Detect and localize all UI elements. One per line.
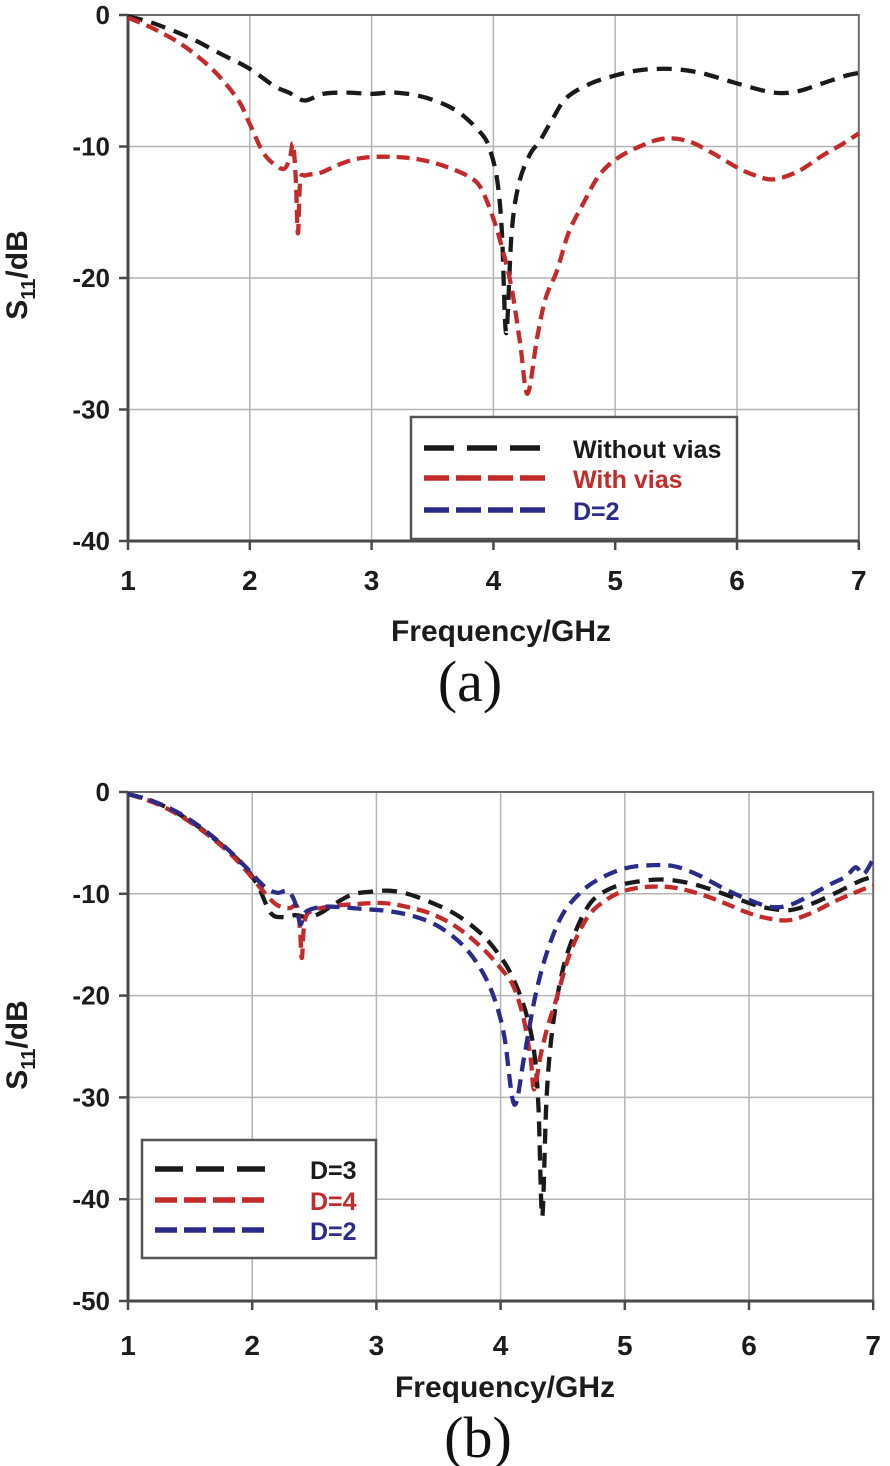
svg-text:1: 1	[120, 1330, 136, 1361]
svg-text:4: 4	[493, 1330, 509, 1361]
svg-text:-30: -30	[72, 395, 110, 425]
svg-text:With vias: With vias	[573, 466, 683, 494]
svg-text:3: 3	[364, 565, 380, 596]
svg-text:Frequency/GHz: Frequency/GHz	[391, 615, 611, 648]
svg-text:7: 7	[851, 565, 867, 596]
svg-text:1: 1	[120, 565, 136, 596]
svg-text:3: 3	[369, 1330, 385, 1361]
svg-text:2: 2	[244, 1330, 260, 1361]
svg-text:-10: -10	[72, 879, 110, 909]
svg-text:5: 5	[607, 565, 623, 596]
svg-text:D=4: D=4	[310, 1188, 357, 1216]
svg-text:5: 5	[617, 1330, 633, 1361]
svg-text:-40: -40	[72, 1184, 110, 1214]
svg-text:-40: -40	[72, 526, 110, 556]
svg-text:-30: -30	[72, 1082, 110, 1112]
svg-text:4: 4	[486, 565, 502, 596]
svg-text:7: 7	[865, 1330, 881, 1361]
svg-text:D=2: D=2	[310, 1218, 357, 1246]
svg-text:6: 6	[741, 1330, 757, 1361]
svg-text:-50: -50	[72, 1286, 110, 1316]
svg-text:0: 0	[96, 777, 110, 807]
svg-text:2: 2	[242, 565, 258, 596]
svg-text:0: 0	[96, 0, 110, 30]
svg-text:Without vias: Without vias	[573, 436, 721, 464]
svg-text:S11/dB: S11/dB	[1, 1000, 40, 1090]
svg-text:-20: -20	[72, 981, 110, 1011]
svg-text:-20: -20	[72, 263, 110, 293]
svg-text:-10: -10	[72, 132, 110, 162]
svg-text:6: 6	[729, 565, 745, 596]
svg-text:S11/dB: S11/dB	[1, 230, 40, 320]
svg-text:Frequency/GHz: Frequency/GHz	[395, 1371, 615, 1404]
svg-text:(a): (a)	[438, 649, 502, 714]
svg-text:(b): (b)	[444, 1405, 512, 1466]
svg-text:D=3: D=3	[310, 1157, 357, 1185]
svg-text:D=2: D=2	[573, 498, 620, 526]
